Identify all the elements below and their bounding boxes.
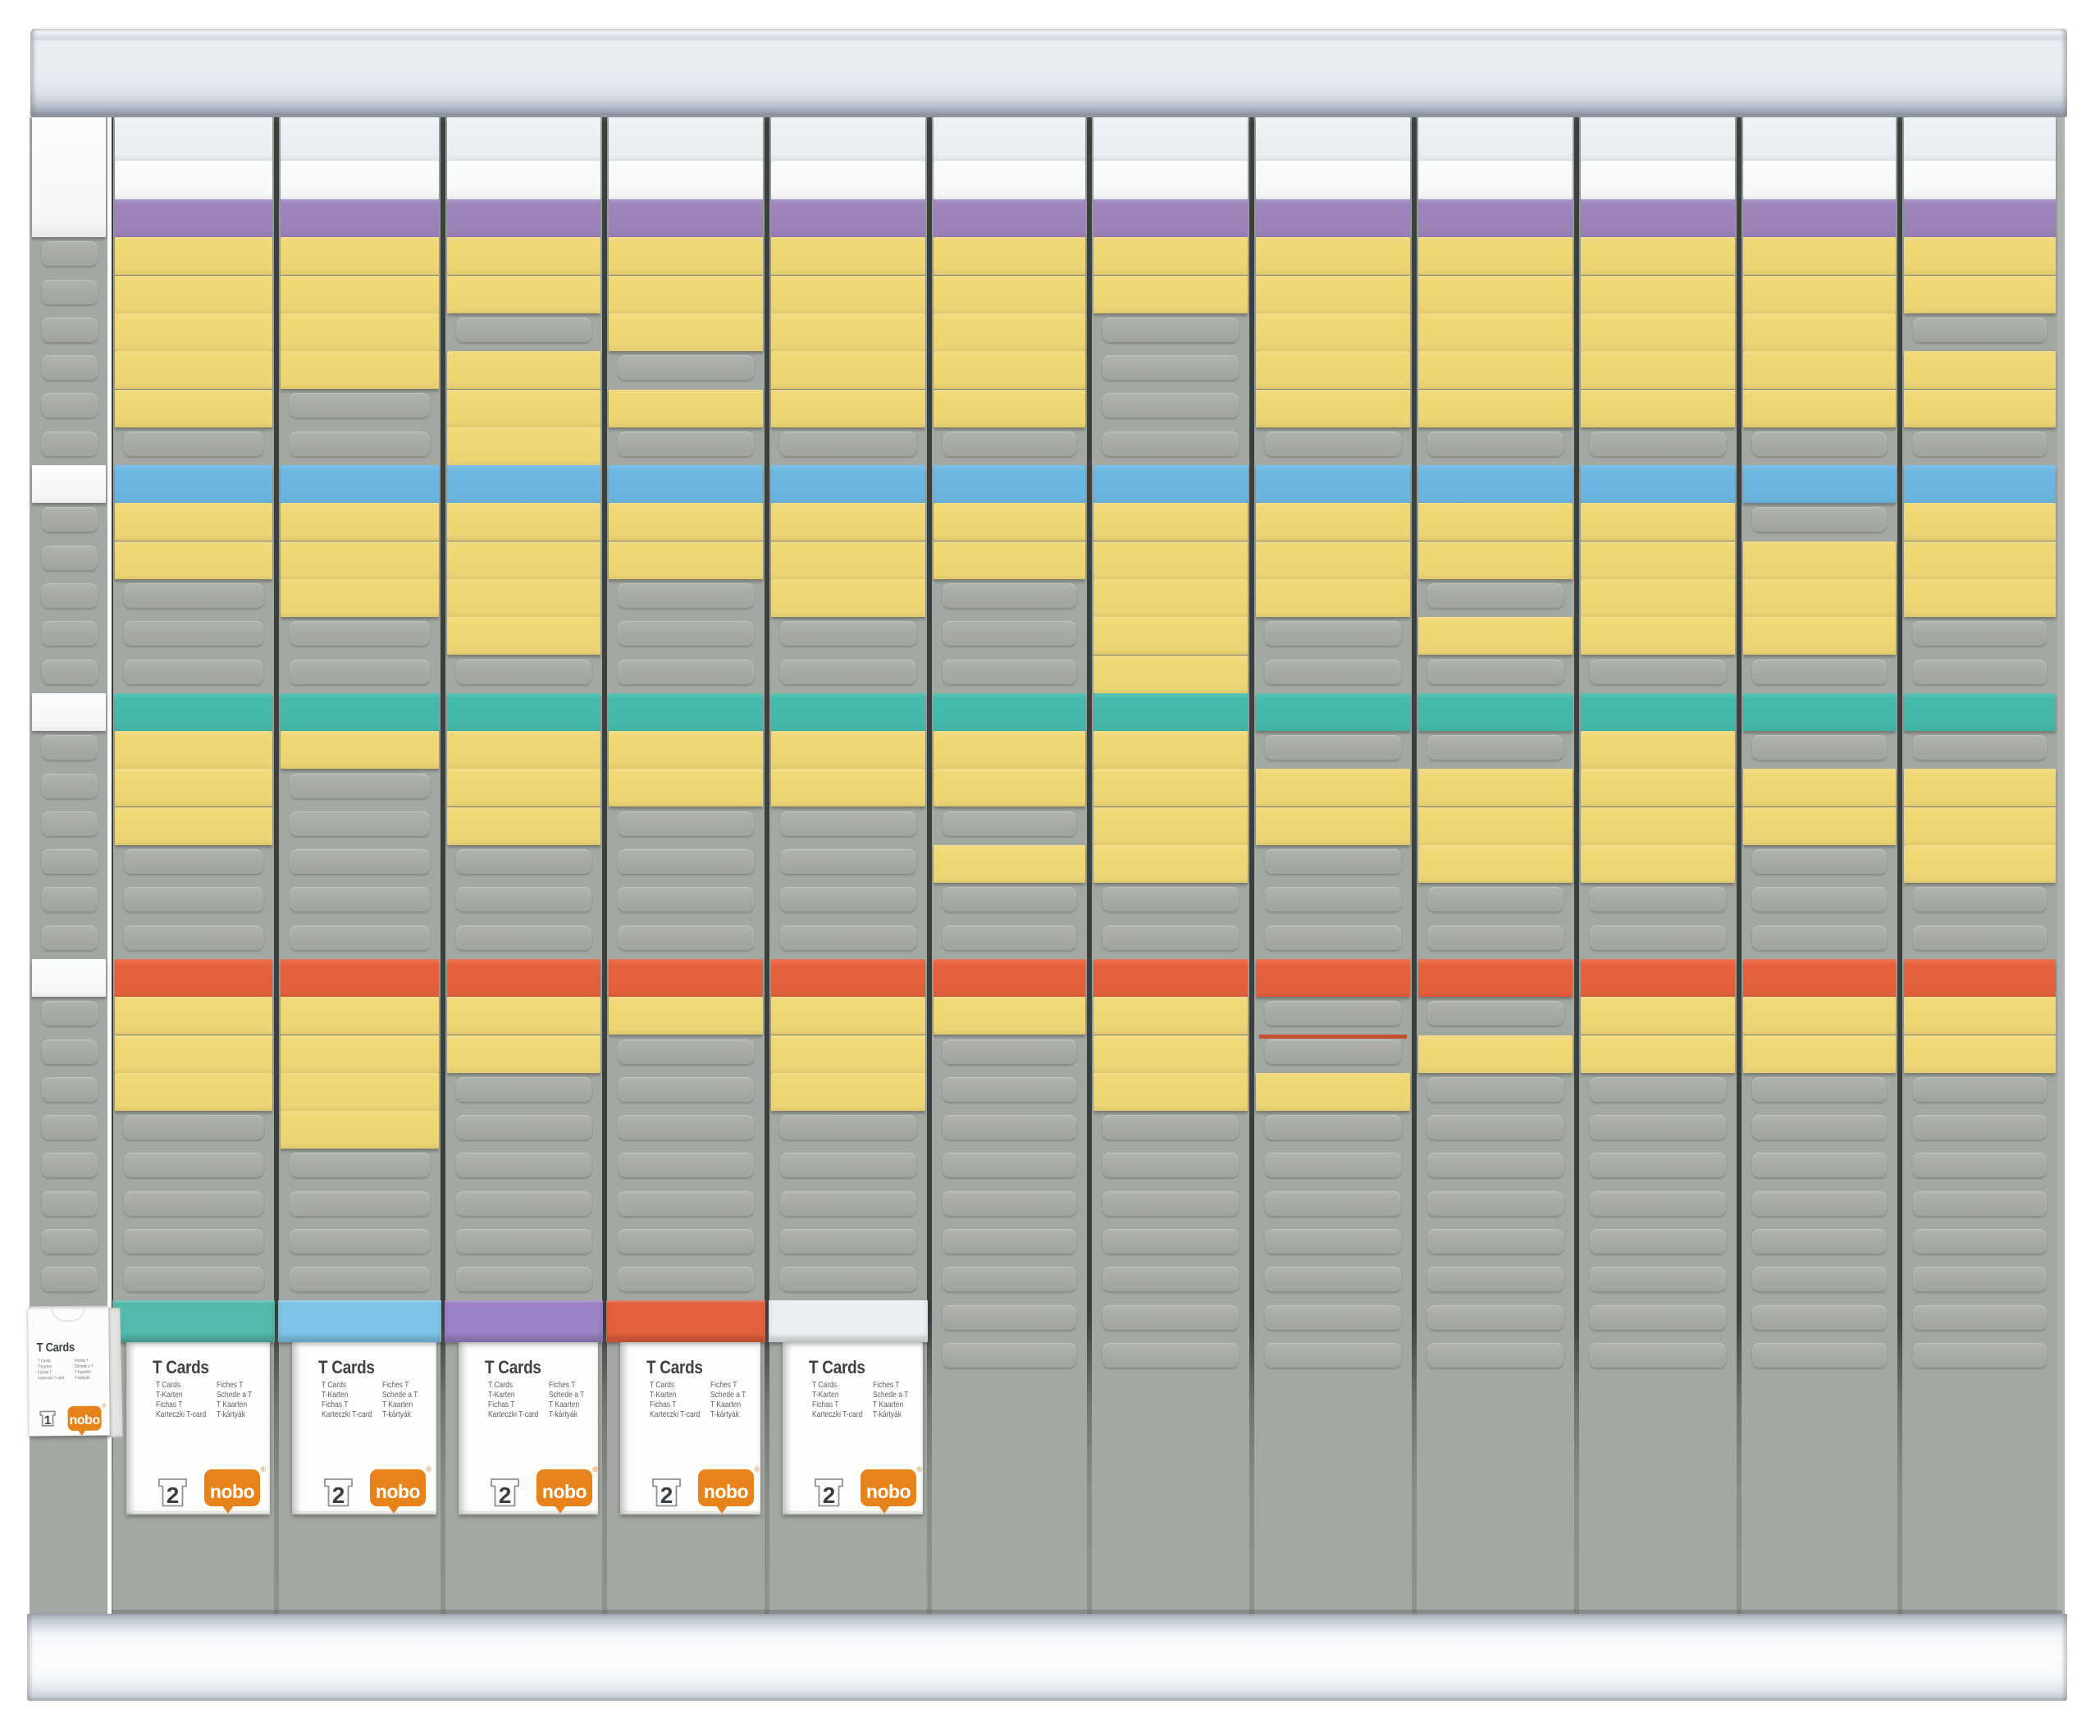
- svg-text:2: 2: [660, 1482, 673, 1508]
- svg-text:2: 2: [167, 1482, 180, 1508]
- svg-text:1: 1: [44, 1414, 52, 1428]
- svg-text:2: 2: [499, 1482, 512, 1508]
- svg-text:2: 2: [332, 1482, 345, 1508]
- svg-text:2: 2: [823, 1482, 836, 1508]
